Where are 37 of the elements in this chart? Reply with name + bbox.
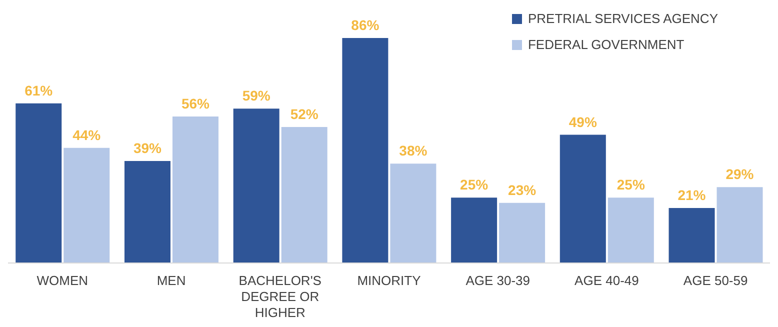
data-label: 59% xyxy=(242,88,271,104)
data-label: 23% xyxy=(508,182,537,198)
x-tick-label: AGE 50-59 xyxy=(683,273,748,288)
bar xyxy=(668,208,715,263)
bar xyxy=(16,103,62,263)
data-label: 39% xyxy=(133,140,162,156)
data-label: 52% xyxy=(290,106,319,122)
bar xyxy=(172,116,218,263)
x-tick-label: WOMEN xyxy=(36,273,88,288)
data-label: 61% xyxy=(24,82,54,98)
bar xyxy=(499,202,546,263)
data-label: 25% xyxy=(616,176,646,193)
bar xyxy=(281,126,328,263)
data-label: 21% xyxy=(678,187,706,204)
data-label: 29% xyxy=(726,166,754,182)
data-label: 44% xyxy=(72,126,102,143)
bar xyxy=(64,148,110,263)
x-tick-label: MEN xyxy=(156,273,186,288)
bar xyxy=(390,164,436,263)
legend-label: FEDERAL GOVERNMENT xyxy=(528,36,684,54)
legend-label: PRETRIAL SERVICES AGENCY xyxy=(528,10,718,28)
data-label: 49% xyxy=(568,114,598,130)
data-label: 38% xyxy=(399,142,428,159)
bar xyxy=(233,108,280,263)
bar xyxy=(342,38,388,263)
x-tick-label: AGE 40-49 xyxy=(574,273,639,288)
x-tick-label: AGE 30-39 xyxy=(466,273,530,288)
x-tick-label: MINORITY xyxy=(357,273,422,288)
bar xyxy=(608,198,654,263)
data-label: 86% xyxy=(351,17,380,33)
data-label: 56% xyxy=(181,95,210,112)
bar xyxy=(560,134,606,263)
x-tick-label: BACHELOR'S DEGREE OR HIGHER xyxy=(238,273,322,320)
bar xyxy=(124,160,170,263)
bar xyxy=(451,198,498,263)
data-label: 25% xyxy=(460,176,489,193)
bar xyxy=(716,187,763,263)
